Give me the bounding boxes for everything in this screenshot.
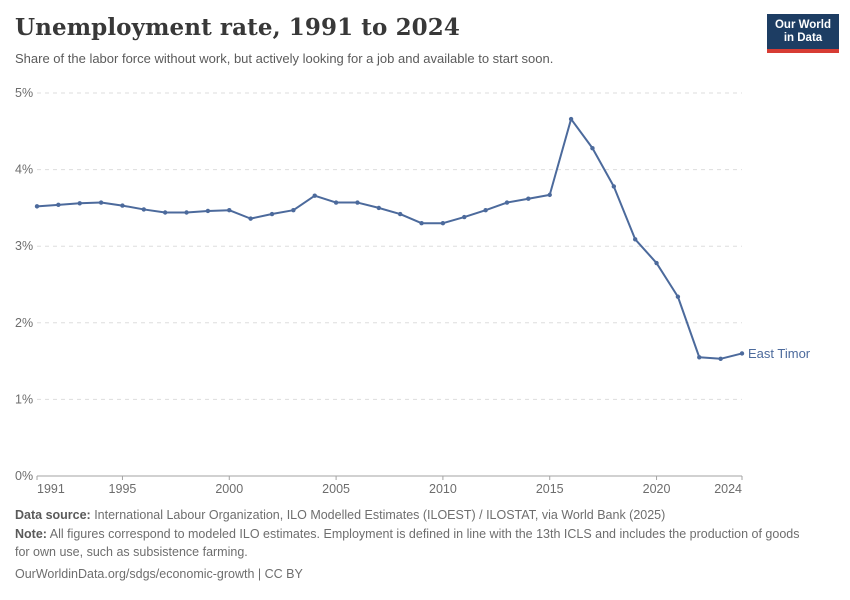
- x-axis-label: 2024: [714, 482, 742, 496]
- data-point: [504, 200, 510, 205]
- y-axis-label: 0%: [15, 469, 33, 483]
- data-point: [269, 211, 275, 217]
- chart-title: Unemployment rate, 1991 to 2024: [15, 14, 460, 41]
- note-label: Note:: [15, 526, 47, 541]
- y-axis-label: 2%: [15, 316, 33, 330]
- trend-line: [36, 118, 743, 360]
- data-point: [547, 192, 552, 198]
- data-source-line: Data source: International Labour Organi…: [15, 506, 805, 525]
- data-point: [141, 207, 147, 212]
- note-text: All figures correspond to modeled ILO es…: [15, 526, 800, 560]
- x-axis-label: 2010: [429, 482, 457, 496]
- data-point: [718, 356, 723, 362]
- data-point: [162, 210, 168, 215]
- data-point: [419, 221, 424, 226]
- data-point: [483, 207, 488, 213]
- data-point: [397, 211, 403, 217]
- data-point: [248, 216, 253, 221]
- chart-footer: Data source: International Labour Organi…: [15, 506, 805, 583]
- data-point: [611, 184, 617, 189]
- data-point: [355, 200, 360, 205]
- data-point: [291, 207, 296, 213]
- note-line: Note: All figures correspond to modeled …: [15, 525, 805, 562]
- data-point: [376, 205, 382, 211]
- data-point: [205, 208, 211, 214]
- data-point: [227, 207, 232, 213]
- data-source-label: Data source:: [15, 508, 91, 522]
- chart-subtitle: Share of the labor force without work, b…: [15, 51, 554, 66]
- data-point: [632, 237, 638, 242]
- data-point: [462, 214, 467, 220]
- y-axis-label: 5%: [15, 86, 33, 100]
- x-axis-label: 1995: [109, 482, 137, 496]
- data-point: [184, 210, 189, 215]
- data-point: [675, 294, 681, 299]
- data-point: [98, 200, 104, 205]
- data-point: [654, 260, 659, 266]
- data-point: [526, 196, 531, 201]
- y-axis-label: 3%: [15, 239, 33, 253]
- x-axis-label: 2000: [215, 482, 243, 496]
- data-point: [312, 193, 317, 198]
- y-axis-label: 1%: [15, 392, 33, 406]
- x-axis-label: 2005: [322, 482, 350, 496]
- data-point: [333, 200, 339, 205]
- y-axis-label: 4%: [15, 163, 33, 177]
- owid-logo-line2: in Data: [783, 32, 823, 44]
- data-point: [77, 201, 82, 206]
- data-point: [440, 221, 446, 226]
- license-line: OurWorldinData.org/sdgs/economic-growth …: [15, 566, 303, 581]
- data-point: [34, 204, 40, 209]
- owid-logo[interactable]: Our World in Data: [767, 14, 839, 53]
- x-axis-label: 1991: [37, 482, 65, 496]
- data-point: [56, 202, 61, 208]
- x-axis-label: 2015: [536, 482, 564, 496]
- entity-label: East Timor: [748, 346, 811, 361]
- data-source-text: International Labour Organization, ILO M…: [90, 508, 666, 522]
- data-point: [568, 116, 574, 122]
- x-axis-label: 2020: [643, 482, 671, 496]
- data-point: [739, 351, 745, 356]
- owid-logo-line1: Our World: [774, 19, 831, 31]
- data-point: [120, 203, 125, 208]
- data-point: [590, 145, 595, 151]
- data-point: [697, 355, 702, 360]
- line-chart: 0% 1% 2% 3% 4% 5% 1991 1995 2000 2005 2010 2015 2020…: [15, 86, 811, 496]
